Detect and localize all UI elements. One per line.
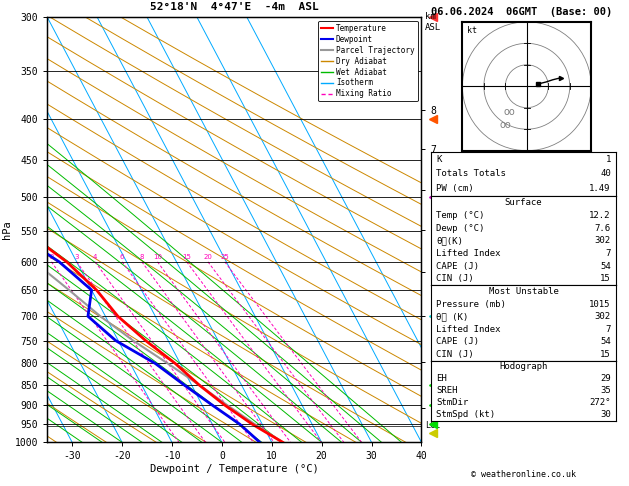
Text: 4: 4: [93, 254, 97, 260]
Text: 52°18'N  4°47'E  -4m  ASL: 52°18'N 4°47'E -4m ASL: [150, 2, 319, 12]
Text: 7: 7: [606, 249, 611, 258]
Text: 3: 3: [74, 254, 79, 260]
Text: Hodograph: Hodograph: [499, 362, 548, 371]
Text: Dewp (°C): Dewp (°C): [437, 224, 485, 233]
Text: 40: 40: [600, 170, 611, 178]
Text: SREH: SREH: [437, 386, 458, 395]
Text: LCL: LCL: [425, 421, 440, 430]
Text: Lifted Index: Lifted Index: [437, 325, 501, 334]
Text: οο: οο: [499, 120, 511, 130]
Text: 15: 15: [182, 254, 191, 260]
Text: Surface: Surface: [505, 198, 542, 207]
Text: EH: EH: [437, 374, 447, 383]
Text: 15: 15: [600, 350, 611, 359]
Text: 1015: 1015: [589, 299, 611, 309]
Text: PW (cm): PW (cm): [437, 184, 474, 193]
Text: 12.2: 12.2: [589, 211, 611, 220]
Text: 272°: 272°: [589, 399, 611, 407]
Text: 1: 1: [606, 155, 611, 164]
Text: 10: 10: [153, 254, 162, 260]
Text: θᴇ(K): θᴇ(K): [437, 236, 464, 245]
Text: οο: οο: [504, 107, 516, 117]
Text: 8: 8: [140, 254, 144, 260]
Text: Most Unstable: Most Unstable: [489, 287, 559, 296]
Text: 35: 35: [600, 386, 611, 395]
Text: StmDir: StmDir: [437, 399, 469, 407]
Text: Pressure (mb): Pressure (mb): [437, 299, 506, 309]
Text: kt: kt: [467, 26, 477, 35]
Y-axis label: hPa: hPa: [2, 220, 12, 239]
Text: CAPE (J): CAPE (J): [437, 337, 479, 347]
Text: 20: 20: [204, 254, 213, 260]
Text: 302: 302: [595, 236, 611, 245]
Text: Totals Totals: Totals Totals: [437, 170, 506, 178]
Text: StmSpd (kt): StmSpd (kt): [437, 410, 496, 419]
Text: 1.49: 1.49: [589, 184, 611, 193]
Text: 25: 25: [220, 254, 229, 260]
Text: 30: 30: [600, 410, 611, 419]
X-axis label: Dewpoint / Temperature (°C): Dewpoint / Temperature (°C): [150, 464, 319, 474]
Text: CIN (J): CIN (J): [437, 275, 474, 283]
Text: K: K: [437, 155, 442, 164]
Text: 06.06.2024  06GMT  (Base: 00): 06.06.2024 06GMT (Base: 00): [431, 7, 612, 17]
Text: CIN (J): CIN (J): [437, 350, 474, 359]
Text: 15: 15: [600, 275, 611, 283]
Text: Lifted Index: Lifted Index: [437, 249, 501, 258]
Legend: Temperature, Dewpoint, Parcel Trajectory, Dry Adiabat, Wet Adiabat, Isotherm, Mi: Temperature, Dewpoint, Parcel Trajectory…: [318, 21, 418, 102]
Text: km
ASL: km ASL: [425, 12, 441, 32]
Text: © weatheronline.co.uk: © weatheronline.co.uk: [471, 469, 576, 479]
Text: 54: 54: [600, 262, 611, 271]
Text: 6: 6: [120, 254, 125, 260]
Text: 7.6: 7.6: [595, 224, 611, 233]
Text: CAPE (J): CAPE (J): [437, 262, 479, 271]
Text: 7: 7: [606, 325, 611, 334]
Text: θᴇ (K): θᴇ (K): [437, 312, 469, 321]
Text: 29: 29: [600, 374, 611, 383]
Text: Temp (°C): Temp (°C): [437, 211, 485, 220]
Text: 2: 2: [49, 254, 53, 260]
Text: 302: 302: [595, 312, 611, 321]
Text: 54: 54: [600, 337, 611, 347]
